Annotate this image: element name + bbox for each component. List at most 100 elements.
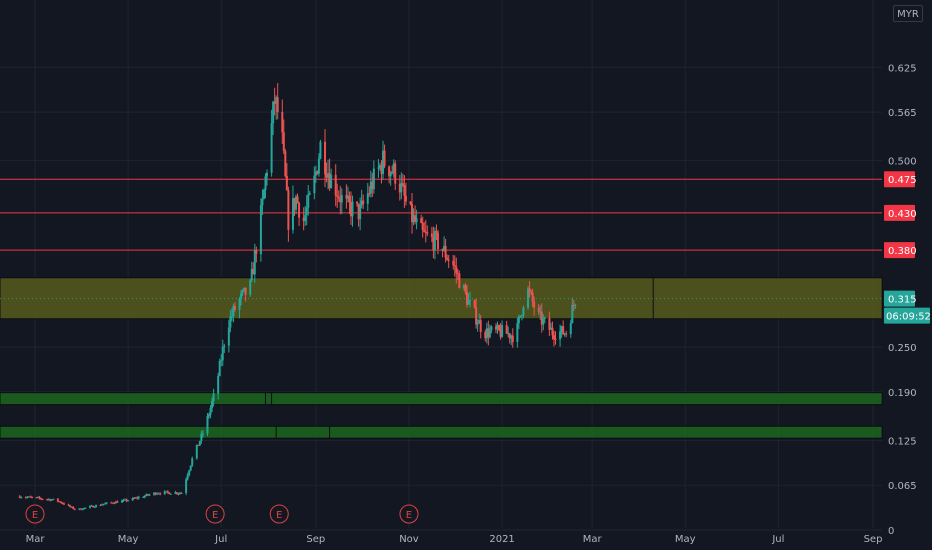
candle-body [37, 497, 40, 499]
candle-body [372, 168, 375, 190]
candle-body [551, 327, 554, 336]
currency-badge[interactable]: MYR [893, 5, 923, 22]
candle-body [572, 304, 575, 306]
resistance-price-tag-bg [884, 242, 915, 259]
candle-body [316, 171, 319, 174]
candle-body [50, 499, 53, 501]
candle-body [540, 311, 543, 325]
candle-body [47, 499, 50, 501]
candle-body [131, 497, 134, 501]
candle-body [165, 491, 168, 493]
candle-body [212, 393, 215, 402]
candle-body [208, 414, 211, 417]
y-tick-label: 0.250 [888, 343, 917, 354]
candle-body [517, 316, 520, 324]
candle-body [565, 333, 568, 335]
candle-body [505, 325, 508, 334]
candle-body [398, 183, 401, 193]
candle-body [232, 306, 235, 317]
candle-body [298, 202, 301, 218]
candle-body [296, 196, 299, 203]
candle-body [494, 326, 497, 330]
candle-body [124, 499, 127, 501]
candle-body [30, 496, 33, 498]
x-tick-label: Sep [306, 534, 325, 545]
candle-body [61, 502, 64, 504]
candle-body [345, 195, 348, 199]
candle-body [389, 172, 392, 177]
candle-body [394, 163, 397, 184]
resistance-price-tag-bg [884, 171, 915, 188]
candle-body [177, 493, 180, 495]
candle-body [110, 502, 113, 504]
candle-body [41, 498, 44, 500]
candle-body [336, 195, 339, 197]
current-price-tag: 0.315 [888, 295, 917, 306]
candle-body [116, 501, 119, 503]
candle-body [78, 508, 81, 510]
candle-body [240, 293, 243, 300]
candle-body [462, 285, 465, 289]
candle-body [229, 316, 232, 328]
candle-body [241, 290, 244, 294]
candle-body [281, 112, 284, 133]
candle-body [253, 250, 256, 275]
candle-body [349, 202, 352, 217]
candle-body [175, 492, 178, 494]
candle-body [533, 301, 536, 308]
y-tick-label: 0.190 [888, 388, 917, 399]
candle-body [403, 185, 406, 196]
candle-body [516, 323, 519, 342]
candle-body [337, 196, 340, 198]
candle-body [252, 268, 255, 275]
candle-body [409, 201, 412, 204]
candle-body [35, 497, 38, 499]
candle-body [264, 176, 267, 190]
candle-body [29, 496, 32, 498]
candle-body [360, 200, 363, 206]
candle-body [95, 505, 98, 507]
candle-body [63, 503, 66, 505]
candle-body [156, 493, 159, 495]
candle-body [314, 171, 317, 176]
candle-body [441, 248, 444, 251]
candle-body [346, 195, 349, 199]
x-tick-label: Sep [864, 534, 883, 545]
earnings-marker-label: E [406, 510, 412, 521]
candle-body [189, 465, 192, 471]
candle-body [487, 328, 490, 338]
candle-body [211, 401, 214, 408]
candle-body [133, 497, 136, 499]
candle-body [473, 300, 476, 308]
candle-body [305, 207, 308, 216]
y-tick-label: 0.565 [888, 108, 917, 119]
candle-body [414, 215, 417, 222]
earnings-marker-icon [25, 504, 45, 524]
candle-body [324, 141, 327, 174]
candle-body [262, 189, 265, 199]
candle-body [302, 217, 305, 222]
candle-body [153, 492, 156, 495]
candle-body [498, 325, 501, 330]
countdown-tag: 06:09:52 [886, 312, 931, 323]
candle-body [142, 497, 145, 499]
y-tick-label: 0.065 [888, 481, 917, 492]
candle-body [426, 232, 429, 234]
candle-body [569, 323, 572, 335]
candle-body [259, 205, 262, 255]
candle-body [559, 331, 562, 340]
candle-body [424, 231, 427, 233]
candle-body [145, 494, 148, 496]
candle-body [250, 268, 253, 281]
candle-body [293, 198, 296, 210]
candle-body [469, 300, 472, 302]
candle-body [485, 328, 488, 339]
candle-body [217, 375, 220, 394]
candle-body [233, 306, 236, 310]
candle-body [560, 326, 563, 332]
candle-body [542, 319, 545, 325]
candle-body [490, 326, 493, 331]
